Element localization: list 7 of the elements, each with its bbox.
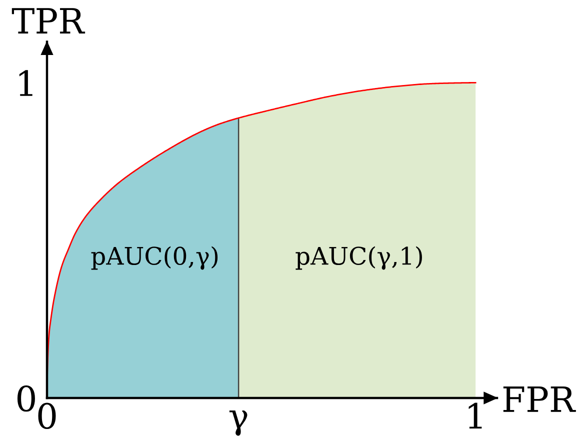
x-tick-label: γ xyxy=(229,410,248,436)
x-tick-label: 1 xyxy=(468,402,482,429)
series-label: pAUC(γ,1) xyxy=(296,246,422,270)
y-axis-title: TPR xyxy=(12,8,86,34)
x-tick-label: 0 xyxy=(38,402,56,430)
series-label: pAUC(0,γ) xyxy=(91,246,218,270)
x-axis-title: FPR xyxy=(503,386,576,412)
